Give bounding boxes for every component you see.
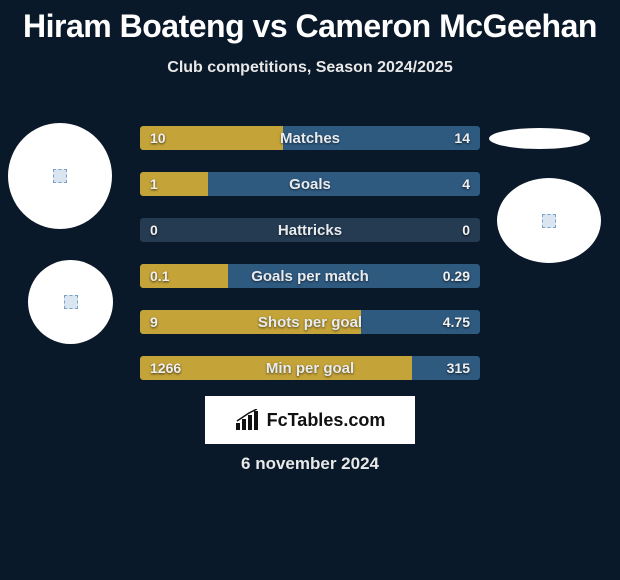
player-left-avatar-1 (8, 123, 112, 229)
source-logo: FcTables.com (205, 396, 415, 444)
placeholder-icon (542, 214, 556, 228)
stats-container: 1014Matches 14Goals 00Hattricks 0.10.29Goal… (140, 126, 480, 402)
page-title: Hiram Boateng vs Cameron McGeehan (0, 0, 620, 45)
page-subtitle: Club competitions, Season 2024/2025 (0, 59, 620, 77)
player-right-avatar (497, 178, 601, 263)
stat-fill-left (140, 264, 228, 288)
stat-fill-left (140, 310, 361, 334)
stat-row: 0.10.29Goals per match (140, 264, 480, 288)
stat-fill-left (140, 356, 412, 380)
stat-track (140, 218, 480, 242)
decorative-oval (489, 128, 590, 149)
stat-fill-left (140, 126, 283, 150)
chart-icon (235, 409, 261, 431)
stat-row: 94.75Shots per goal (140, 310, 480, 334)
placeholder-icon (64, 295, 78, 309)
date-label: 6 november 2024 (0, 454, 620, 474)
logo-text: FcTables.com (267, 410, 386, 431)
stat-fill-left (140, 172, 208, 196)
stat-row: 00Hattricks (140, 218, 480, 242)
stat-row: 14Goals (140, 172, 480, 196)
stat-row: 1014Matches (140, 126, 480, 150)
stat-row: 1266315Min per goal (140, 356, 480, 380)
player-left-avatar-2 (28, 260, 113, 344)
placeholder-icon (53, 169, 67, 183)
